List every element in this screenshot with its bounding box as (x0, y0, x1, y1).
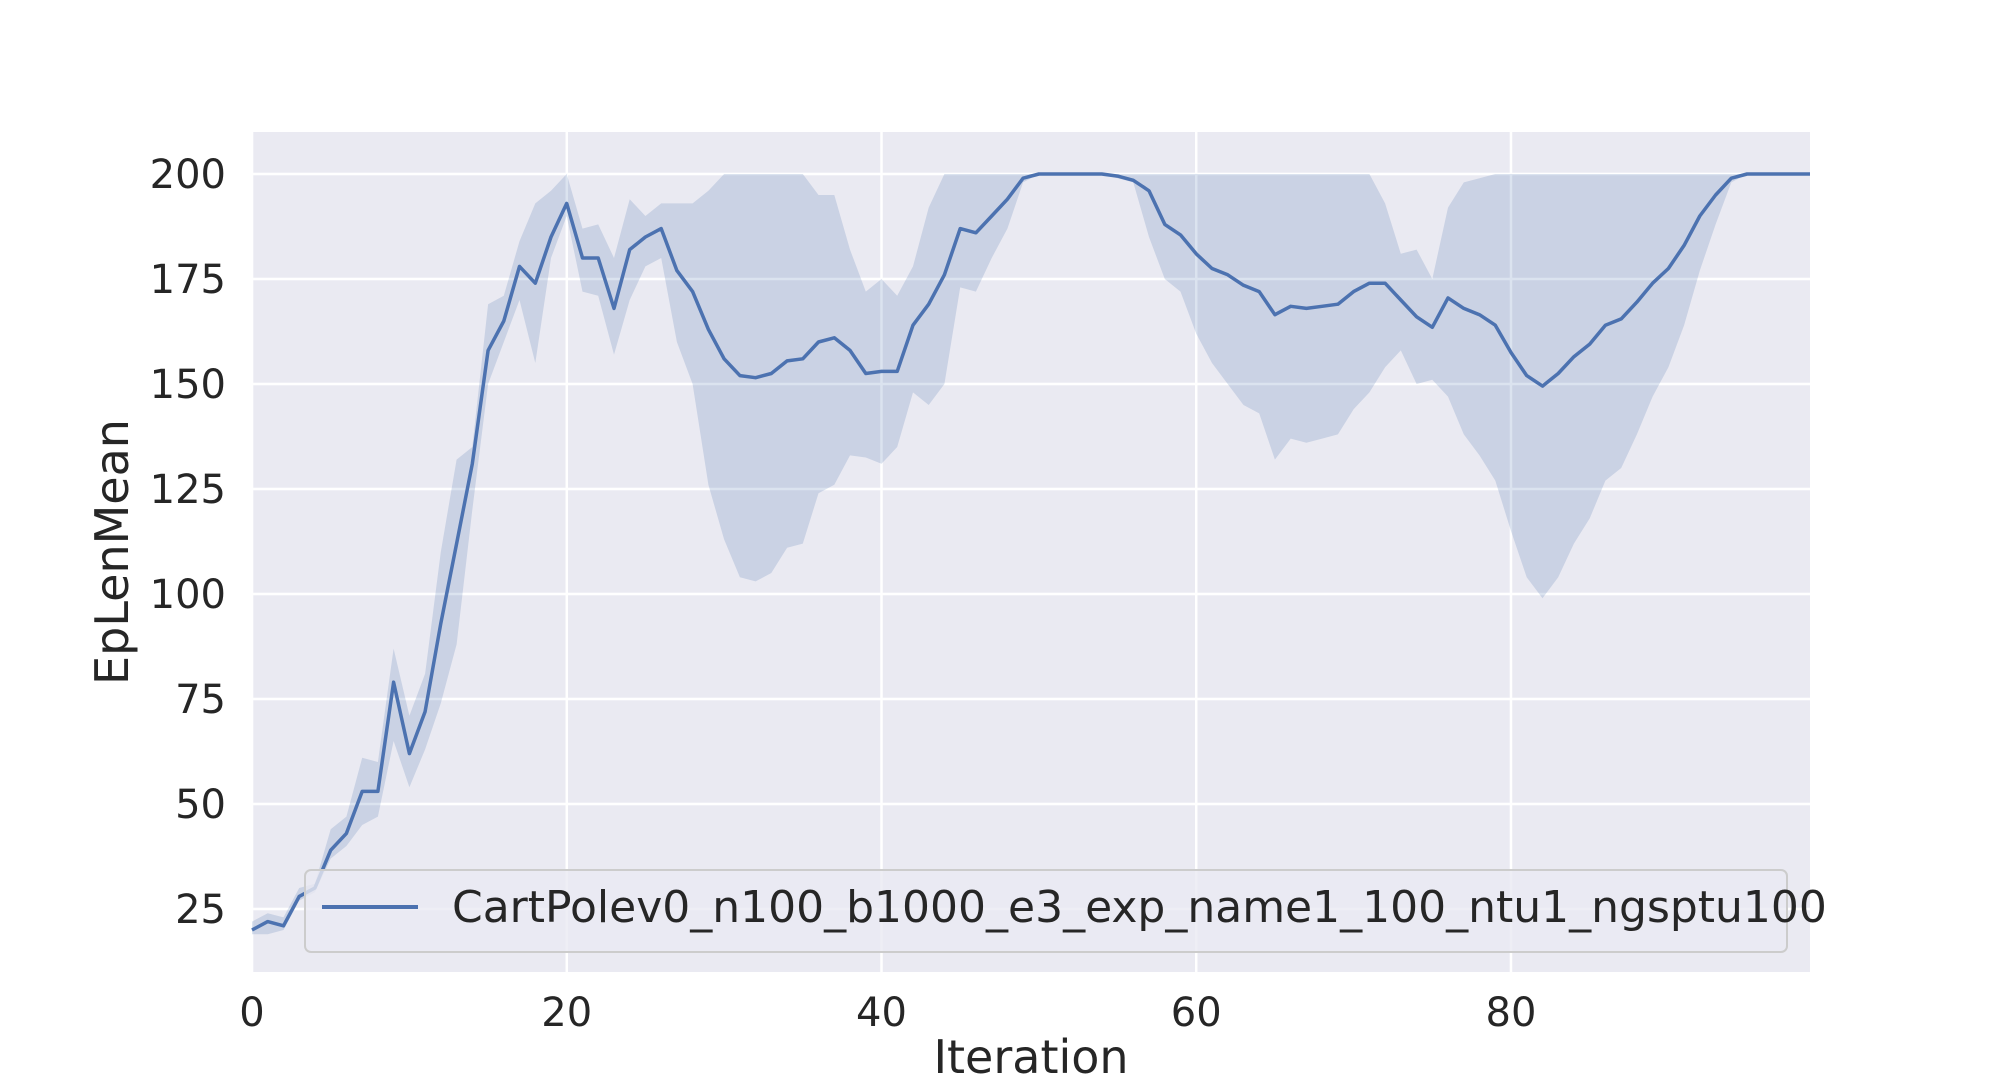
y-axis-title: EpLenMean (85, 419, 139, 685)
x-tick-label: 80 (1486, 990, 1537, 1036)
x-tick-label: 40 (856, 990, 907, 1036)
legend-label: CartPolev0_n100_b1000_e3_exp_name1_100_n… (452, 882, 1827, 933)
x-tick-label: 20 (541, 990, 592, 1036)
series-line-layer (251, 172, 1810, 932)
legend-box (304, 869, 1788, 953)
y-tick-label: 75 (175, 677, 226, 723)
y-tick-label: 25 (175, 887, 226, 933)
confidence-band (252, 174, 1810, 935)
y-tick-label: 150 (150, 362, 226, 408)
x-tick-label: 0 (239, 990, 264, 1036)
y-tick-label: 50 (175, 782, 226, 828)
y-tick-label: 100 (150, 572, 226, 618)
y-tick-label: 125 (150, 467, 226, 513)
y-tick-label: 175 (150, 257, 226, 303)
y-tick-label: 200 (150, 152, 226, 198)
legend: CartPolev0_n100_b1000_e3_exp_name1_100_n… (304, 869, 1827, 953)
y-tick-labels: 25 50 75 100 125 150 175 200 (150, 152, 226, 933)
x-tick-label: 60 (1171, 990, 1222, 1036)
x-tick-labels: 0 20 40 60 80 (239, 990, 1536, 1036)
confidence-band-layer (252, 174, 1810, 935)
plot-area (252, 132, 1810, 972)
series-line (251, 172, 1810, 932)
grid (250, 132, 1810, 972)
x-axis-title: Iteration (933, 1030, 1128, 1082)
